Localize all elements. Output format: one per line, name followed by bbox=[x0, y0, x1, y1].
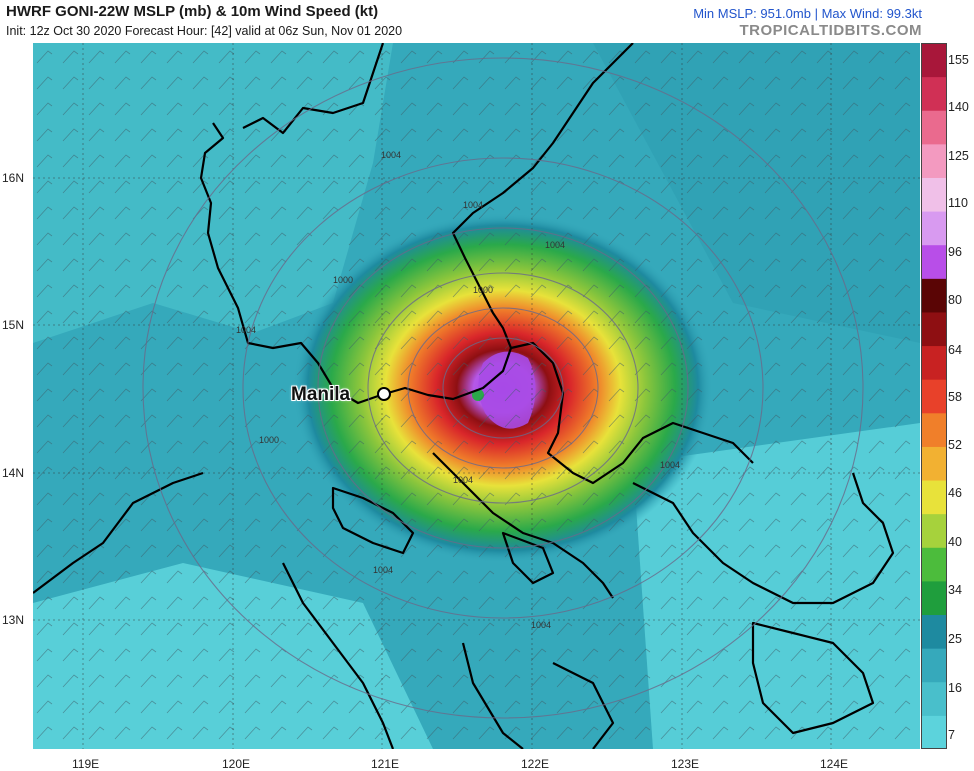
coastlines bbox=[33, 43, 895, 749]
colorbar-label: 34 bbox=[948, 583, 962, 597]
colorbar-label: 140 bbox=[948, 100, 969, 114]
colorbar-segment bbox=[921, 211, 947, 246]
colorbar-segment bbox=[921, 177, 947, 212]
lon-label: 119E bbox=[72, 757, 100, 771]
colorbar-segment bbox=[921, 379, 947, 414]
colorbar-label: 155 bbox=[948, 53, 969, 67]
colorbar-label: 40 bbox=[948, 535, 962, 549]
colorbar-segment bbox=[921, 311, 947, 347]
colorbar-segment bbox=[921, 143, 947, 178]
colorbar-label: 16 bbox=[948, 681, 962, 695]
colorbar-label: 7 bbox=[948, 728, 955, 742]
isobars bbox=[142, 57, 864, 719]
colorbar-label: 52 bbox=[948, 438, 962, 452]
isobar-label: 1000 bbox=[333, 275, 353, 285]
colorbar-segment bbox=[921, 412, 947, 447]
colorbar-label: 46 bbox=[948, 486, 962, 500]
colorbar-label: 110 bbox=[948, 196, 968, 210]
isobar-label: 1004 bbox=[373, 565, 393, 575]
colorbar-segment bbox=[921, 43, 947, 78]
colorbar-segment bbox=[921, 446, 947, 481]
isobar-label: 1004 bbox=[236, 325, 256, 335]
colorbar-segment bbox=[921, 244, 947, 279]
lon-label: 120E bbox=[222, 757, 251, 771]
isobar-labels: 1004 1004 1000 1004 1000 1004 1004 1004 … bbox=[236, 150, 680, 630]
colorbar-segment bbox=[921, 110, 947, 145]
colorbar-label: 125 bbox=[948, 149, 969, 163]
lon-label: 124E bbox=[820, 757, 849, 771]
colorbar-segment bbox=[921, 480, 947, 515]
brand-label: TROPICALTIDBITS.COM bbox=[739, 22, 922, 39]
stats-text: Min MSLP: 951.0mb | Max Wind: 99.3kt bbox=[693, 6, 922, 21]
chart-subtitle: Init: 12z Oct 30 2020 Forecast Hour: [42… bbox=[6, 24, 403, 38]
colorbar-segment bbox=[921, 76, 947, 111]
lon-label: 122E bbox=[521, 757, 550, 771]
colorbar bbox=[921, 43, 947, 749]
lat-label: 16N bbox=[2, 171, 25, 185]
isobar-label: 1004 bbox=[545, 240, 565, 250]
colorbar-label: 25 bbox=[948, 632, 962, 646]
chart-title: HWRF GONI-22W MSLP (mb) & 10m Wind Speed… bbox=[6, 3, 379, 20]
colorbar-label: 96 bbox=[948, 245, 962, 259]
colorbar-label: 80 bbox=[948, 293, 962, 307]
lat-label: 13N bbox=[2, 613, 25, 627]
colorbar-segment bbox=[921, 513, 947, 548]
colorbar-segment bbox=[921, 715, 947, 749]
isobar-label: 1004 bbox=[660, 460, 680, 470]
colorbar-segment bbox=[921, 681, 947, 716]
wind-speed-map: 1004 1004 1000 1004 1000 1004 1004 1004 … bbox=[33, 43, 920, 749]
lat-label: 15N bbox=[2, 318, 25, 332]
colorbar-label: 58 bbox=[948, 390, 962, 404]
colorbar-segment bbox=[921, 614, 947, 649]
isobar-label: 1004 bbox=[531, 620, 551, 630]
isobar-label: 1004 bbox=[453, 475, 473, 485]
lon-label: 123E bbox=[671, 757, 700, 771]
colorbar-segment bbox=[921, 547, 947, 582]
colorbar-label: 64 bbox=[948, 343, 962, 357]
colorbar-segment bbox=[921, 278, 947, 313]
colorbar-segment bbox=[921, 648, 947, 683]
isobar-label: 1004 bbox=[381, 150, 401, 160]
city-label-manila: Manila bbox=[291, 384, 351, 405]
colorbar-border bbox=[921, 43, 947, 749]
isobar-label: 1000 bbox=[473, 285, 493, 295]
isobar-label: 1000 bbox=[259, 435, 279, 445]
isobar-label: 1004 bbox=[463, 200, 483, 210]
colorbar-segment bbox=[921, 580, 947, 616]
lon-label: 121E bbox=[371, 757, 400, 771]
lat-label: 14N bbox=[2, 466, 25, 480]
colorbar-segment bbox=[921, 345, 947, 380]
manila-marker bbox=[377, 387, 391, 401]
